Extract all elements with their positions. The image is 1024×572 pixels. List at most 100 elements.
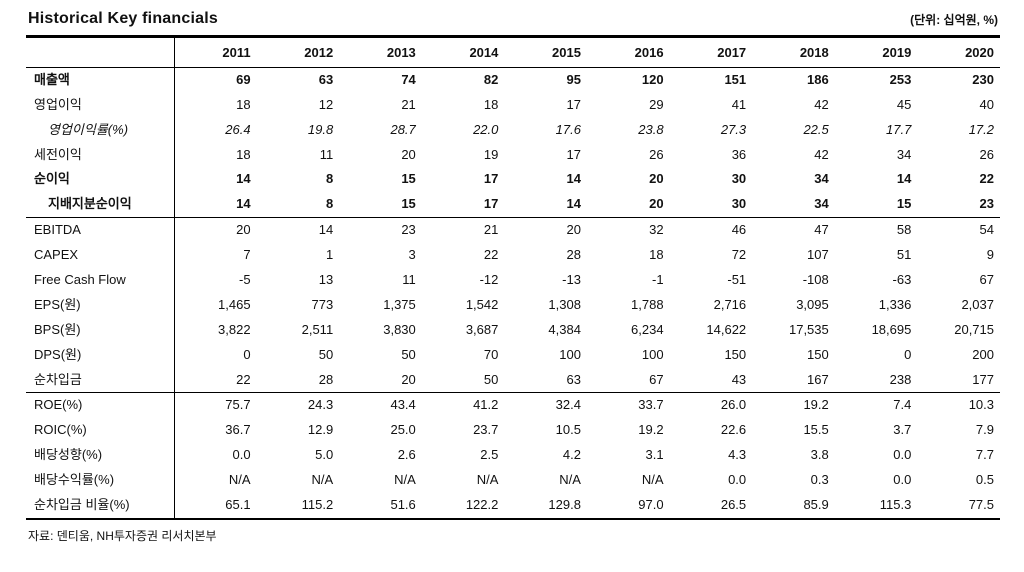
cell-value: 26 (649, 146, 664, 162)
cell-value: 34 (814, 196, 829, 212)
cell-value: 2,511 (301, 321, 334, 337)
table-row: 배당수익률(%) N/A N/A N/A N/A N/A N/A 0.0 0.3 0.0 0.5 (26, 468, 1000, 494)
cell-value: 151 (724, 71, 747, 87)
cell-value: 3,822 (218, 321, 251, 337)
year-header-row: 2011 2012 2013 2014 2015 2016 2017 2018 2019 2020 (26, 38, 1000, 68)
cell-value: N/A (228, 472, 251, 488)
row-label: 지배지분순이익 (26, 192, 175, 218)
cell-value: 7.9 (975, 422, 994, 438)
cell-value: 14 (566, 196, 581, 212)
cell-value: 1,465 (218, 296, 251, 312)
cell-value: 22.5 (803, 121, 829, 137)
cell-value: 51.6 (390, 497, 416, 513)
table-row: DPS(원) 0 50 50 70 100 100 150 150 0 200 (26, 342, 1000, 368)
table-row: 배당성향(%) 0.0 5.0 2.6 2.5 4.2 3.1 4.3 3.8 0.0 7.7 (26, 443, 1000, 469)
cell-value: 58 (834, 217, 918, 244)
year-header: 2017 (669, 38, 753, 68)
cell-value: 0.0 (893, 447, 912, 463)
cell-value: 41.2 (421, 392, 505, 419)
cell-value: 20 (504, 217, 587, 244)
cell-value: 7.4 (834, 392, 918, 419)
cell-value: 3,830 (383, 321, 416, 337)
cell-value: 23.8 (638, 121, 664, 137)
cell-value: 1,375 (383, 296, 416, 312)
year-header: 2012 (256, 38, 340, 68)
cell-value: 20,715 (954, 321, 994, 337)
cell-value: 50 (401, 346, 416, 362)
cell-value: 19.2 (638, 422, 664, 438)
row-label: DPS(원) (26, 342, 175, 368)
cell-value: 46 (669, 217, 753, 244)
cell-value: 22.6 (720, 422, 747, 438)
cell-value: 11 (319, 146, 334, 162)
row-label: BPS(원) (26, 317, 175, 343)
cell-value: 85.9 (803, 497, 829, 513)
year-header: 2020 (917, 38, 1000, 68)
year-header: 2015 (504, 38, 587, 68)
cell-value: -108 (802, 272, 829, 288)
cell-value: 50 (483, 371, 499, 387)
cell-value: N/A (311, 472, 334, 488)
cell-value: 19 (483, 146, 499, 162)
row-label: ROE(%) (26, 392, 175, 419)
cell-value: 17.7 (886, 121, 912, 137)
cell-value: 21 (401, 96, 416, 112)
cell-value: 2,037 (961, 296, 994, 312)
cell-value: 17.6 (555, 121, 581, 137)
cell-value: 20 (401, 146, 416, 162)
table-row: EBITDA 20 14 23 21 20 32 46 47 58 54 (26, 217, 1000, 244)
cell-value: 30 (731, 171, 747, 187)
cell-value: 253 (889, 71, 912, 87)
cell-value: 22.0 (473, 121, 499, 137)
cell-value: 29 (649, 96, 664, 112)
cell-value: 18 (483, 96, 499, 112)
table-header-bar: Historical Key financials (단위: 십억원, %) (26, 6, 1000, 35)
table-row: Free Cash Flow -5 13 11 -12 -13 -1 -51 -108 -63 67 (26, 268, 1000, 293)
cell-value: 18 (236, 146, 251, 162)
cell-value: 45 (896, 96, 912, 112)
cell-value: 74 (401, 71, 416, 87)
cell-value: 43 (731, 371, 747, 387)
cell-value: 10.5 (555, 422, 581, 438)
table-row: ROIC(%) 36.7 12.9 25.0 23.7 10.5 19.2 22.6 15.5 3… (26, 418, 1000, 444)
year-header: 2014 (421, 38, 505, 68)
cell-value: 50 (318, 346, 334, 362)
cell-value: 17 (566, 146, 581, 162)
year-header: 2019 (834, 38, 918, 68)
table-row: CAPEX 7 1 3 22 28 18 72 107 51 9 (26, 243, 1000, 269)
cell-value: 3.8 (810, 447, 829, 463)
cell-value: 14 (566, 171, 581, 187)
cell-value: 26.5 (720, 497, 747, 513)
cell-value: 33.7 (586, 392, 670, 419)
cell-value: 47 (752, 217, 835, 244)
unit-note: (단위: 십억원, %) (910, 13, 998, 27)
cell-value: 15 (401, 171, 416, 187)
row-label: 영업이익률(%) (26, 117, 175, 143)
row-label: 영업이익 (26, 92, 175, 118)
cell-value: -13 (562, 272, 581, 288)
row-label: 매출액 (26, 67, 175, 93)
cell-value: 14,622 (706, 321, 747, 337)
cell-value: 36 (731, 146, 747, 162)
cell-value: 69 (236, 71, 251, 87)
table-row: EPS(원) 1,465 773 1,375 1,542 1,308 1,788 2,716 3… (26, 292, 1000, 318)
cell-value: 22 (483, 247, 499, 263)
cell-value: 24.3 (256, 392, 340, 419)
cell-value: 27.3 (720, 121, 747, 137)
cell-value: 17 (483, 171, 499, 187)
cell-value: 15 (896, 196, 912, 212)
page-title: Historical Key financials (28, 10, 218, 27)
cell-value: 100 (559, 346, 581, 362)
cell-value: 40 (979, 96, 994, 112)
cell-value: 23.7 (473, 422, 499, 438)
cell-value: 26.0 (669, 392, 753, 419)
cell-value: 23 (339, 217, 422, 244)
cell-value: 100 (641, 346, 664, 362)
year-header: 2016 (586, 38, 670, 68)
cell-value: 0.5 (975, 472, 994, 488)
year-header: 2013 (339, 38, 422, 68)
cell-value: 41 (731, 96, 747, 112)
cell-value: 18 (236, 96, 251, 112)
report-page: Historical Key financials (단위: 십억원, %) 2… (26, 6, 1000, 543)
cell-value: 14 (256, 217, 340, 244)
